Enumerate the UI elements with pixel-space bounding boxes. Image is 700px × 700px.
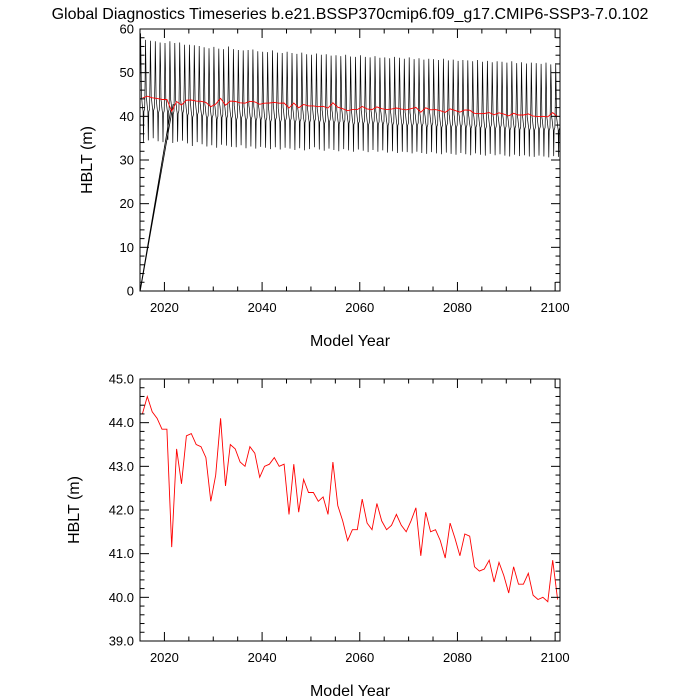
bottom-ticks: 2020 2040 2060 2080 2100 39.0 40.0 41.0 42.0 43.0… [109, 372, 570, 666]
bottom-y-tick-label: 45.0 [109, 372, 134, 387]
top-x-tick-label: 2060 [345, 300, 374, 315]
top-x-tick-label: 2040 [248, 300, 277, 315]
top-x-tick-label: 2100 [541, 300, 570, 315]
bottom-panel: 2020 2040 2060 2080 2100 39.0 40.0 41.0 42.0 43.0… [66, 372, 570, 700]
bottom-plot-frame [139, 378, 561, 642]
top-y-tick-label: 20 [120, 196, 134, 211]
top-y-tick-label: 30 [120, 153, 134, 168]
bottom-x-axis-label: Model Year [310, 683, 391, 700]
bottom-x-tick-label: 2060 [345, 650, 374, 665]
bottom-y-tick-label: 42.0 [109, 503, 134, 518]
bottom-y-tick-label: 44.0 [109, 415, 134, 430]
bottom-x-tick-label: 2100 [541, 650, 570, 665]
bottom-y-tick-label: 39.0 [109, 634, 134, 649]
bottom-y-axis-label: HBLT (m) [66, 476, 83, 544]
bottom-y-tick-label: 43.0 [109, 459, 134, 474]
bottom-y-tick-label: 40.0 [109, 590, 134, 605]
top-spinup-line [139, 104, 174, 292]
top-y-tick-label: 10 [120, 240, 134, 255]
top-panel: 2020 2040 2060 2080 2100 0 10 20 30 40 50 60 Model … [79, 22, 570, 351]
bottom-x-tick-label: 2020 [150, 650, 179, 665]
top-x-axis-label: Model Year [310, 333, 391, 350]
top-ticks: 2020 2040 2060 2080 2100 0 10 20 30 40 50 60 [120, 22, 570, 316]
bottom-plot-content [141, 394, 559, 603]
bottom-y-tick-label: 41.0 [109, 546, 134, 561]
top-y-axis-label: HBLT (m) [79, 126, 96, 194]
bottom-x-tick-label: 2040 [248, 650, 277, 665]
top-y-tick-label: 40 [120, 109, 134, 124]
top-y-tick-label: 0 [127, 284, 134, 299]
figure-title: Global Diagnostics Timeseries b.e21.BSSP… [52, 6, 649, 23]
bottom-x-tick-label: 2080 [443, 650, 472, 665]
top-series-1-line [142, 95, 558, 118]
top-series-0-line [139, 33, 561, 158]
top-x-tick-label: 2020 [150, 300, 179, 315]
top-y-tick-label: 50 [120, 65, 134, 80]
top-x-tick-label: 2080 [443, 300, 472, 315]
bottom-series-0-line [141, 394, 559, 603]
top-plot-content [139, 33, 561, 292]
top-y-tick-label: 60 [120, 22, 134, 37]
